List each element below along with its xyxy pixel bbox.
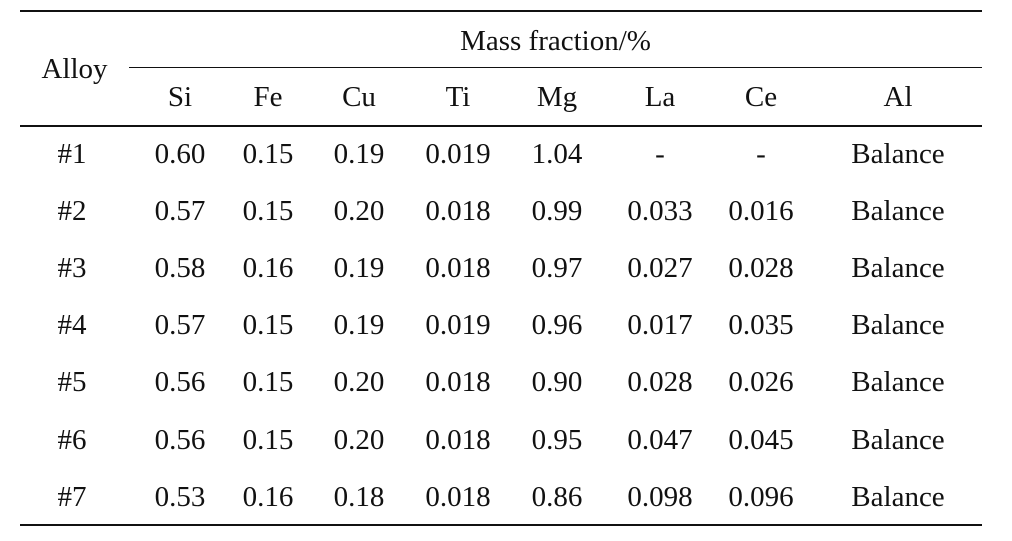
value-cell-la: 0.027 bbox=[627, 252, 693, 284]
top-rule bbox=[20, 10, 982, 12]
value-cell-mg: 0.95 bbox=[531, 424, 583, 456]
value-cell-la: 0.047 bbox=[627, 424, 693, 456]
value-cell-fe: 0.15 bbox=[242, 195, 294, 227]
value-cell-al: Balance bbox=[851, 138, 945, 170]
alloy-cell: #2 bbox=[57, 195, 87, 227]
value-cell-la: - bbox=[655, 138, 665, 170]
value-cell-ce: 0.096 bbox=[728, 481, 794, 513]
header-rule bbox=[20, 125, 982, 127]
value-cell-la: 0.098 bbox=[627, 481, 693, 513]
value-cell-ti: 0.018 bbox=[425, 252, 491, 284]
alloy-cell: #1 bbox=[57, 138, 87, 170]
value-cell-cu: 0.18 bbox=[333, 481, 385, 513]
value-cell-ce: 0.016 bbox=[728, 195, 794, 227]
value-cell-ce: 0.028 bbox=[728, 252, 794, 284]
value-cell-fe: 0.15 bbox=[242, 138, 294, 170]
value-cell-fe: 0.15 bbox=[242, 309, 294, 341]
value-cell-ti: 0.018 bbox=[425, 424, 491, 456]
column-header-fe: Fe bbox=[253, 81, 283, 113]
value-cell-fe: 0.15 bbox=[242, 366, 294, 398]
value-cell-ce: - bbox=[756, 138, 766, 170]
mass-fraction-group-header: Mass fraction/% bbox=[460, 25, 651, 57]
alloy-cell: #7 bbox=[57, 481, 87, 513]
group-header-rule bbox=[129, 67, 982, 68]
alloy-cell: #4 bbox=[57, 309, 87, 341]
value-cell-al: Balance bbox=[851, 366, 945, 398]
value-cell-mg: 0.99 bbox=[531, 195, 583, 227]
column-header-cu: Cu bbox=[342, 81, 376, 113]
value-cell-ti: 0.018 bbox=[425, 195, 491, 227]
value-cell-ti: 0.019 bbox=[425, 309, 491, 341]
composition-table: Alloy Mass fraction/% Si Fe Cu Ti Mg La Ce Al #… bbox=[20, 0, 982, 541]
value-cell-fe: 0.16 bbox=[242, 252, 294, 284]
value-cell-al: Balance bbox=[851, 481, 945, 513]
value-cell-ti: 0.019 bbox=[425, 138, 491, 170]
value-cell-cu: 0.19 bbox=[333, 309, 385, 341]
value-cell-mg: 0.86 bbox=[531, 481, 583, 513]
alloy-cell: #5 bbox=[57, 366, 87, 398]
column-header-ti: Ti bbox=[445, 81, 471, 113]
value-cell-cu: 0.20 bbox=[333, 195, 385, 227]
value-cell-si: 0.57 bbox=[154, 195, 206, 227]
value-cell-si: 0.60 bbox=[154, 138, 206, 170]
column-header-al: Al bbox=[883, 81, 913, 113]
value-cell-fe: 0.16 bbox=[242, 481, 294, 513]
value-cell-cu: 0.19 bbox=[333, 252, 385, 284]
value-cell-ti: 0.018 bbox=[425, 366, 491, 398]
value-cell-cu: 0.19 bbox=[333, 138, 385, 170]
value-cell-ce: 0.045 bbox=[728, 424, 794, 456]
value-cell-mg: 0.97 bbox=[531, 252, 583, 284]
value-cell-ce: 0.026 bbox=[728, 366, 794, 398]
column-header-si: Si bbox=[167, 81, 193, 113]
value-cell-la: 0.033 bbox=[627, 195, 693, 227]
column-header-la: La bbox=[644, 81, 676, 113]
value-cell-al: Balance bbox=[851, 309, 945, 341]
value-cell-ce: 0.035 bbox=[728, 309, 794, 341]
alloy-cell: #6 bbox=[57, 424, 87, 456]
value-cell-cu: 0.20 bbox=[333, 424, 385, 456]
value-cell-si: 0.58 bbox=[154, 252, 206, 284]
value-cell-la: 0.028 bbox=[627, 366, 693, 398]
value-cell-ti: 0.018 bbox=[425, 481, 491, 513]
bottom-rule bbox=[20, 524, 982, 526]
value-cell-mg: 0.90 bbox=[531, 366, 583, 398]
value-cell-mg: 0.96 bbox=[531, 309, 583, 341]
alloy-column-header: Alloy bbox=[41, 53, 108, 85]
value-cell-si: 0.53 bbox=[154, 481, 206, 513]
value-cell-cu: 0.20 bbox=[333, 366, 385, 398]
value-cell-si: 0.56 bbox=[154, 366, 206, 398]
value-cell-al: Balance bbox=[851, 252, 945, 284]
column-header-ce: Ce bbox=[744, 81, 778, 113]
column-header-mg: Mg bbox=[536, 81, 578, 113]
value-cell-fe: 0.15 bbox=[242, 424, 294, 456]
alloy-cell: #3 bbox=[57, 252, 87, 284]
value-cell-al: Balance bbox=[851, 195, 945, 227]
value-cell-si: 0.57 bbox=[154, 309, 206, 341]
value-cell-mg: 1.04 bbox=[531, 138, 583, 170]
value-cell-al: Balance bbox=[851, 424, 945, 456]
value-cell-si: 0.56 bbox=[154, 424, 206, 456]
value-cell-la: 0.017 bbox=[627, 309, 693, 341]
